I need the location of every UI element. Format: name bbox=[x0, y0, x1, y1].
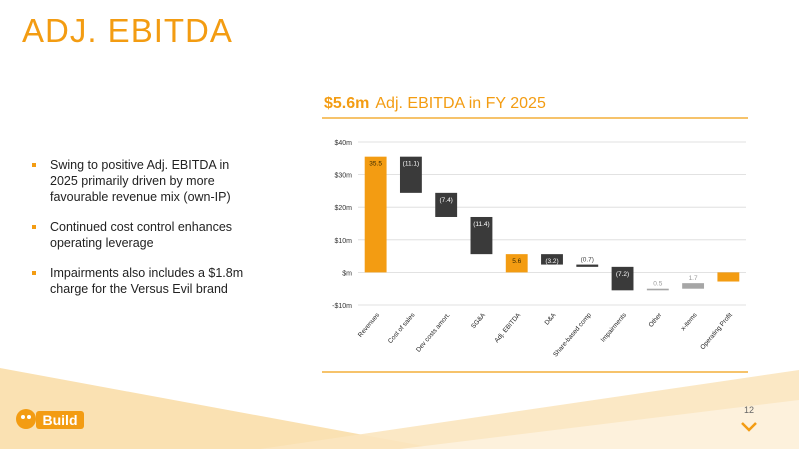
data-label: 5.6 bbox=[512, 258, 521, 265]
bullet-item: Impairments also includes a $1.8m charge… bbox=[32, 265, 252, 297]
bullet-item: Swing to positive Adj. EBITDA in 2025 pr… bbox=[32, 157, 252, 205]
x-tick-label: Operating Profit bbox=[699, 312, 734, 352]
data-label: (3.2) bbox=[545, 258, 558, 265]
y-tick-label: -$10m bbox=[332, 303, 352, 310]
x-tick-label: Other bbox=[648, 311, 664, 329]
x-tick-label: Cost of sales bbox=[387, 311, 417, 345]
x-tick-label: Dev costs amort. bbox=[415, 312, 452, 354]
waterfall-bar bbox=[576, 264, 599, 267]
data-label: 35.5 bbox=[369, 161, 382, 168]
bullet-item: Continued cost control enhances operatin… bbox=[32, 219, 252, 251]
x-tick-label: x-items bbox=[680, 311, 699, 332]
x-tick-label: D&A bbox=[544, 311, 558, 326]
waterfall-bar bbox=[541, 254, 563, 265]
bottom-rule bbox=[322, 371, 748, 373]
data-label: (11.1) bbox=[403, 161, 420, 168]
x-tick-label: Share-based comp bbox=[552, 311, 593, 358]
data-label: 0.5 bbox=[653, 281, 662, 288]
x-tick-label: Revenues bbox=[357, 311, 382, 338]
y-tick-label: $40m bbox=[334, 140, 352, 147]
waterfall-bar bbox=[682, 283, 705, 289]
bottom-decoration bbox=[0, 368, 799, 449]
waterfall-bar bbox=[399, 156, 422, 193]
logo-text: Build bbox=[43, 412, 78, 428]
company-logo: Build bbox=[14, 405, 86, 438]
bullet-list: Swing to positive Adj. EBITDA in 2025 pr… bbox=[32, 157, 252, 311]
data-label: (7.4) bbox=[439, 197, 452, 204]
waterfall-bar bbox=[505, 254, 528, 273]
waterfall-chart: -$10m $m $10m $20m $30m $40m 35.5 Revenues (11.1… bbox=[332, 140, 746, 358]
chevron-down-icon bbox=[741, 422, 757, 432]
x-tick-label: Adj. EBITDA bbox=[493, 311, 522, 344]
page-number: 12 bbox=[743, 405, 754, 415]
data-label: (2.8) bbox=[722, 274, 735, 281]
waterfall-bar bbox=[717, 272, 740, 282]
y-tick-label: $20m bbox=[334, 205, 352, 212]
x-tick-label: Impairments bbox=[600, 311, 629, 343]
headline-text: Adj. EBITDA in FY 2025 bbox=[375, 95, 546, 112]
waterfall-bar bbox=[435, 192, 458, 217]
headline-value: $5.6m bbox=[324, 95, 370, 112]
waterfall-bar bbox=[364, 156, 387, 273]
chart-headline: $5.6m Adj. EBITDA in FY 2025 bbox=[324, 95, 546, 113]
data-label: (0.7) bbox=[581, 257, 594, 264]
waterfall-bar bbox=[646, 288, 669, 291]
data-label: 1.7 bbox=[689, 275, 698, 282]
y-tick-label: $30m bbox=[334, 173, 352, 180]
top-rule bbox=[322, 117, 748, 119]
waterfall-bar bbox=[611, 266, 634, 291]
x-tick-label: SG&A bbox=[470, 311, 487, 330]
waterfall-bar bbox=[470, 216, 493, 255]
slide-title: ADJ. EBITDA bbox=[22, 12, 233, 49]
data-label: (7.2) bbox=[616, 271, 629, 278]
data-label: (11.4) bbox=[473, 221, 490, 228]
y-tick-label: $10m bbox=[334, 238, 352, 245]
y-tick-label: $m bbox=[342, 270, 352, 277]
